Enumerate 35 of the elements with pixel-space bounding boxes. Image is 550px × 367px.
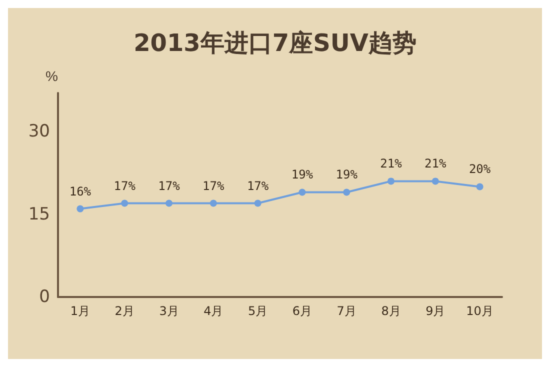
x-tick-label: 9月 (426, 304, 446, 318)
data-label: 19% (336, 168, 358, 182)
x-tick-label: 10月 (466, 304, 494, 318)
data-label: 20% (468, 162, 492, 176)
data-label: 17% (202, 178, 226, 193)
x-tick-label: 3月 (159, 304, 179, 318)
point (476, 183, 484, 190)
y-tick-label: 15 (28, 204, 50, 224)
x-tick-label: 5月 (248, 304, 268, 318)
chart-title: 2013年进口7座SUV趋势 (134, 29, 416, 57)
x-tick-label: 7月 (336, 304, 356, 318)
data-label: 17% (158, 178, 181, 193)
y-axis-title: % (46, 68, 58, 84)
point (388, 178, 394, 185)
point (254, 200, 262, 207)
data-label: 17% (114, 178, 136, 193)
data-label: 21% (424, 156, 448, 171)
y-tick-label: 0 (39, 287, 50, 307)
point (121, 200, 128, 207)
x-tick-label: 2月 (114, 304, 134, 318)
x-tick-label: 8月 (381, 304, 401, 318)
point (76, 205, 84, 212)
point (343, 188, 350, 196)
point (432, 178, 439, 185)
data-label: 17% (246, 178, 270, 193)
point (210, 200, 217, 207)
data-label: 16% (69, 184, 92, 198)
point (298, 188, 306, 196)
x-tick-label: 1月 (70, 304, 90, 318)
point (166, 200, 172, 207)
data-label: 21% (380, 156, 403, 171)
y-tick-label: 30 (28, 122, 50, 142)
x-tick-label: 6月 (292, 304, 312, 318)
data-label: 19% (291, 168, 314, 182)
x-tick-label: 4月 (204, 304, 224, 318)
